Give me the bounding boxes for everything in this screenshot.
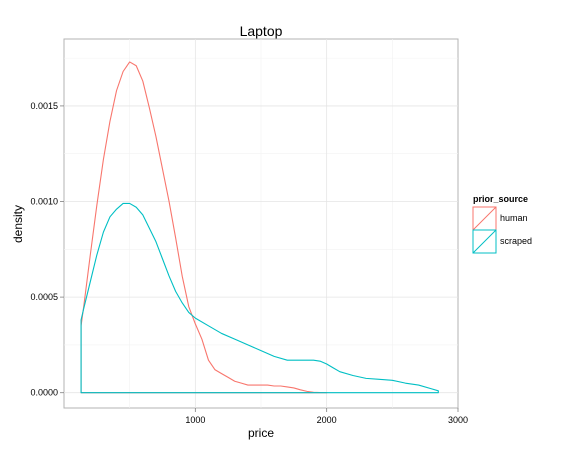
- x-axis-ticks: 1000 2000 3000: [185, 408, 468, 425]
- x-tick-label: 3000: [448, 415, 468, 425]
- y-tick-label: 0.0000: [30, 388, 58, 398]
- x-tick-label: 2000: [317, 415, 337, 425]
- legend: prior_source human scraped: [472, 194, 532, 254]
- legend-title: prior_source: [473, 194, 528, 204]
- y-axis-ticks: 0.0000 0.0005 0.0010 0.0015: [30, 101, 64, 398]
- y-tick-label: 0.0010: [30, 197, 58, 207]
- x-tick-label: 1000: [185, 415, 205, 425]
- legend-items: human scraped: [472, 206, 532, 254]
- legend-label-scraped: scraped: [500, 236, 532, 246]
- legend-key-diagonal: [472, 229, 497, 254]
- x-axis-label: price: [248, 426, 274, 440]
- density-line-scraped: [80, 202, 439, 394]
- legend-label-human: human: [500, 213, 528, 223]
- y-axis-label: density: [11, 205, 25, 243]
- y-tick-label: 0.0005: [30, 292, 58, 302]
- series-layer: [80, 61, 439, 394]
- density-line-human: [80, 61, 328, 394]
- chart-title: Laptop: [240, 23, 283, 39]
- y-tick-label: 0.0015: [30, 101, 58, 111]
- legend-key-diagonal: [472, 206, 497, 231]
